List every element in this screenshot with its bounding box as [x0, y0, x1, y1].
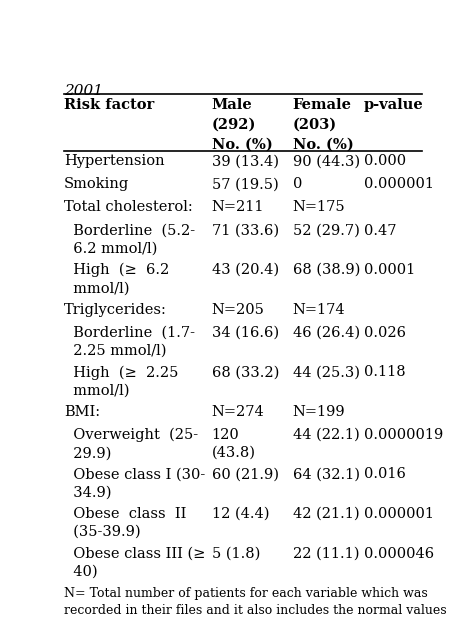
Text: 64 (32.1): 64 (32.1) [292, 468, 359, 481]
Text: High  (≥  2.25
  mmol/l): High (≥ 2.25 mmol/l) [64, 366, 178, 398]
Text: N=274: N=274 [212, 405, 264, 419]
Text: (292): (292) [212, 118, 256, 132]
Text: High  (≥  6.2
  mmol/l): High (≥ 6.2 mmol/l) [64, 263, 169, 295]
Text: Triglycerides:: Triglycerides: [64, 302, 167, 317]
Text: Hypertension: Hypertension [64, 154, 164, 168]
Text: 39 (13.4): 39 (13.4) [212, 154, 279, 168]
Text: N=205: N=205 [212, 302, 264, 317]
Text: Borderline  (5.2-
  6.2 mmol/l): Borderline (5.2- 6.2 mmol/l) [64, 223, 195, 255]
Text: 44 (25.3): 44 (25.3) [292, 366, 359, 379]
Text: 0.118: 0.118 [364, 366, 406, 379]
Text: 52 (29.7): 52 (29.7) [292, 223, 359, 238]
Text: 0.000001: 0.000001 [364, 507, 434, 521]
Text: N=211: N=211 [212, 200, 264, 215]
Text: No. (%): No. (%) [292, 138, 353, 151]
Text: Total cholesterol:: Total cholesterol: [64, 200, 193, 215]
Text: 44 (22.1): 44 (22.1) [292, 428, 359, 442]
Text: Obese class I (30-
  34.9): Obese class I (30- 34.9) [64, 468, 205, 500]
Text: Male: Male [212, 98, 253, 112]
Text: 0.47: 0.47 [364, 223, 397, 238]
Text: N=175: N=175 [292, 200, 345, 215]
Text: p-value: p-value [364, 98, 424, 112]
Text: 42 (21.1): 42 (21.1) [292, 507, 359, 521]
Text: (203): (203) [292, 118, 337, 132]
Text: N= Total number of patients for each variable which was
recorded in their files : N= Total number of patients for each var… [64, 587, 447, 617]
Text: Smoking: Smoking [64, 177, 129, 192]
Text: 2001: 2001 [64, 84, 103, 98]
Text: 90 (44.3): 90 (44.3) [292, 154, 360, 168]
Text: Female: Female [292, 98, 352, 112]
Text: Risk factor: Risk factor [64, 98, 154, 112]
Text: Obese  class  II
  (35-39.9): Obese class II (35-39.9) [64, 507, 186, 539]
Text: 34 (16.6): 34 (16.6) [212, 326, 279, 340]
Text: 120
(43.8): 120 (43.8) [212, 428, 255, 460]
Text: 0.0001: 0.0001 [364, 263, 415, 277]
Text: 43 (20.4): 43 (20.4) [212, 263, 279, 277]
Text: Obese class III (≥
  40): Obese class III (≥ 40) [64, 546, 205, 578]
Text: 71 (33.6): 71 (33.6) [212, 223, 279, 238]
Text: 0: 0 [292, 177, 302, 192]
Text: 68 (38.9): 68 (38.9) [292, 263, 360, 277]
Text: 68 (33.2): 68 (33.2) [212, 366, 279, 379]
Text: 22 (11.1): 22 (11.1) [292, 546, 359, 560]
Text: Borderline  (1.7-
  2.25 mmol/l): Borderline (1.7- 2.25 mmol/l) [64, 326, 195, 357]
Text: 12 (4.4): 12 (4.4) [212, 507, 269, 521]
Text: 0.000: 0.000 [364, 154, 406, 168]
Text: 0.026: 0.026 [364, 326, 406, 340]
Text: N=174: N=174 [292, 302, 345, 317]
Text: 0.0000019: 0.0000019 [364, 428, 443, 442]
Text: 5 (1.8): 5 (1.8) [212, 546, 260, 560]
Text: 57 (19.5): 57 (19.5) [212, 177, 278, 192]
Text: 46 (26.4): 46 (26.4) [292, 326, 360, 340]
Text: BMI:: BMI: [64, 405, 100, 419]
Text: 0.000001: 0.000001 [364, 177, 434, 192]
Text: 0.016: 0.016 [364, 468, 406, 481]
Text: 60 (21.9): 60 (21.9) [212, 468, 279, 481]
Text: No. (%): No. (%) [212, 138, 273, 151]
Text: Overweight  (25-
  29.9): Overweight (25- 29.9) [64, 428, 198, 460]
Text: 0.000046: 0.000046 [364, 546, 434, 560]
Text: N=199: N=199 [292, 405, 345, 419]
